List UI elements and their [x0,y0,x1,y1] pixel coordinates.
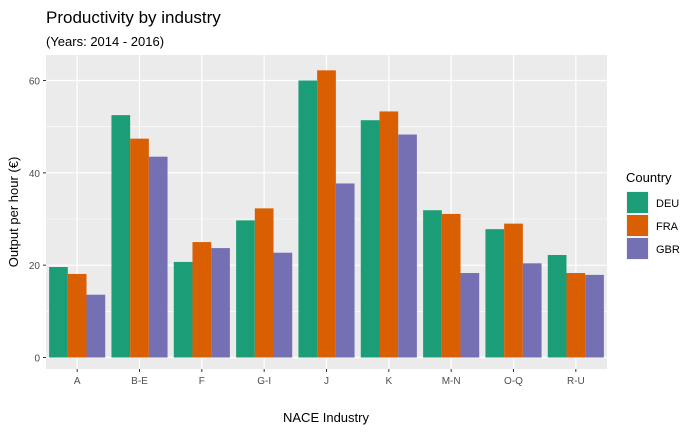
x-tick-label: O-Q [504,376,523,387]
x-tick-label: M-N [442,376,461,387]
x-tick-label: R-U [567,376,585,387]
legend: Country DEU FRA GBR [626,170,680,260]
y-axis-title: Output per hour (€) [6,157,21,268]
y-tick-label: 40 [29,169,41,180]
bar-fra-o-q [504,223,523,358]
bar-fra-j [317,70,336,358]
bar-gbr-g-i [273,252,293,358]
legend-swatch-gbr [627,238,648,259]
chart-title: Productivity by industry [46,8,221,27]
bars [49,70,604,358]
chart-subtitle: (Years: 2014 - 2016) [46,34,164,49]
bar-fra-r-u [566,273,586,358]
bar-gbr-f [211,248,230,358]
x-tick-label: G-I [257,376,271,387]
x-axis-title: NACE Industry [283,410,369,425]
bar-deu-a [49,267,68,358]
x-axis: A B-E F G-I J K M-N O-Q R-U [74,369,585,387]
bar-deu-m-n [423,210,442,358]
legend-swatch-deu [627,192,648,213]
bar-deu-j [298,80,318,358]
bar-deu-r-u [547,255,567,358]
bar-deu-b-e [111,115,131,358]
legend-label-fra: FRA [656,221,679,233]
x-tick-label: J [324,376,329,387]
y-tick-label: 20 [29,261,41,272]
legend-swatch-fra [627,215,648,236]
bar-fra-f [192,242,212,358]
x-tick-label: B-E [131,376,148,387]
bar-gbr-k [398,134,417,358]
bar-gbr-b-e [148,156,168,358]
bar-deu-o-q [485,229,505,358]
bar-gbr-j [335,183,355,358]
bar-fra-b-e [130,138,149,358]
bar-deu-g-i [236,220,255,358]
y-tick-label: 0 [34,354,40,365]
bar-gbr-r-u [585,274,604,358]
legend-label-deu: DEU [656,198,679,210]
bar-gbr-a [86,294,106,358]
x-tick-label: A [74,376,81,387]
x-tick-label: F [199,376,205,387]
y-tick-label: 60 [29,77,41,88]
bar-deu-f [173,261,193,358]
bar-gbr-m-n [460,273,480,358]
bar-gbr-o-q [522,263,542,358]
bar-deu-k [360,120,380,358]
bar-fra-k [379,111,399,358]
y-axis: 0 20 40 60 [29,77,46,365]
bar-fra-g-i [254,208,274,358]
bar-fra-m-n [441,213,461,358]
x-tick-label: K [385,376,392,387]
legend-title: Country [626,170,672,185]
bar-fra-a [67,273,87,358]
legend-label-gbr: GBR [656,244,680,256]
